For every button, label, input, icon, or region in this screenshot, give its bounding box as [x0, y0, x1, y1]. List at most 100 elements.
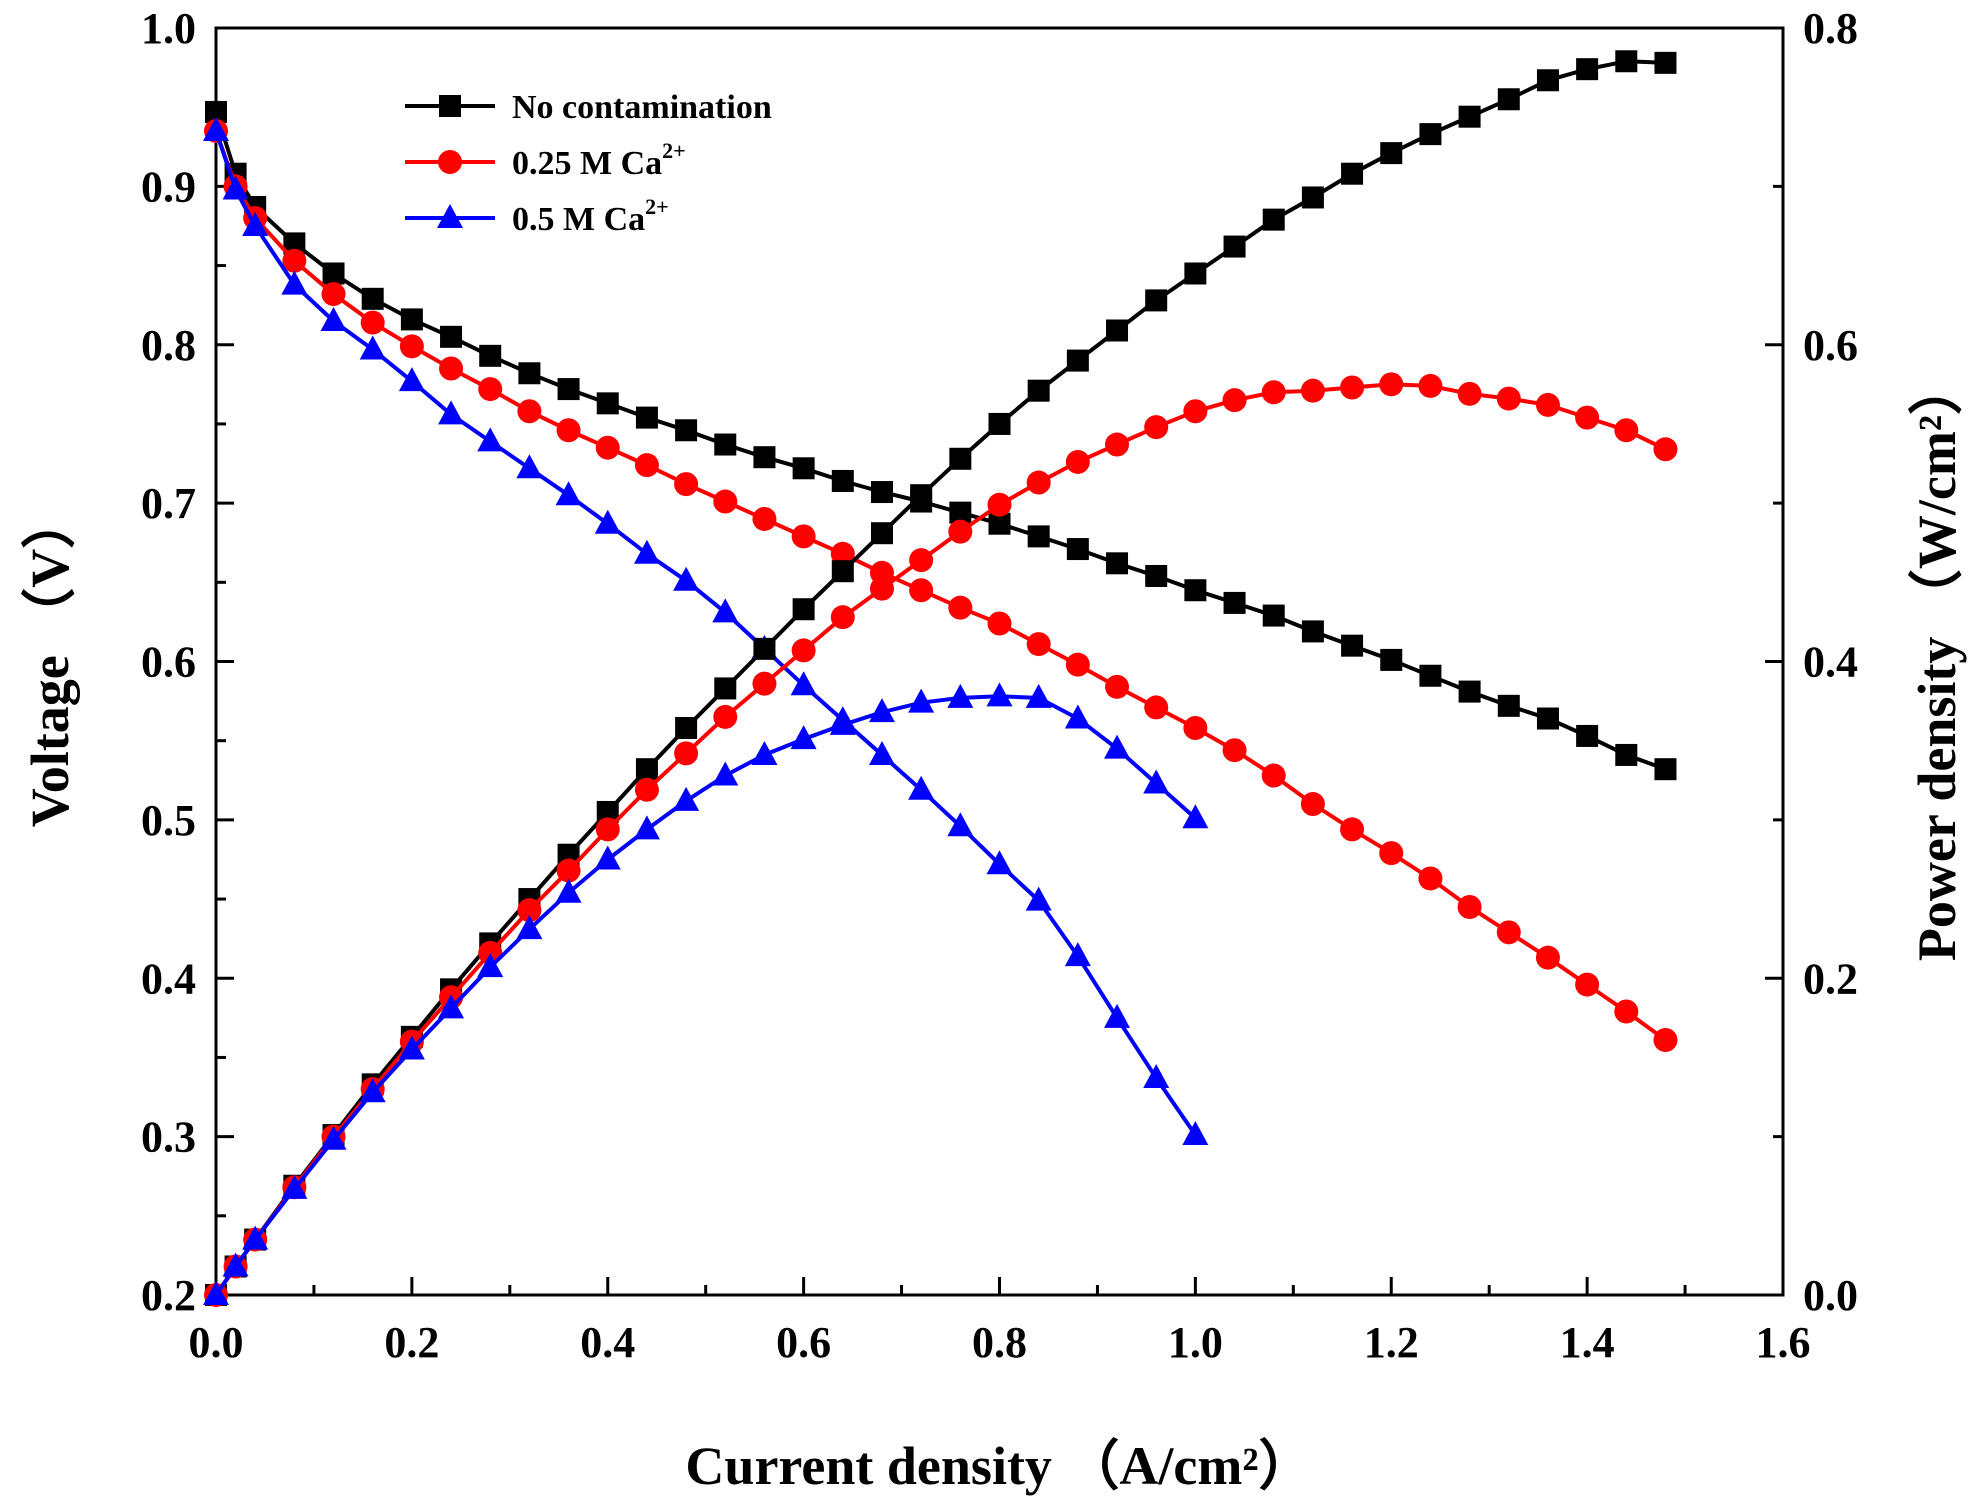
- data-point: [321, 282, 346, 307]
- data-point: [1379, 841, 1404, 866]
- legend-label: 0.5 M Ca2+: [512, 194, 669, 238]
- series-line: [214, 59, 1666, 1297]
- data-point: [674, 741, 699, 766]
- data-point: [1497, 88, 1520, 111]
- y-right-tick-label: 0.4: [1803, 638, 1858, 687]
- y-right-tick-label: 0.6: [1803, 321, 1858, 370]
- data-point: [869, 576, 894, 601]
- data-point: [518, 362, 541, 385]
- data-point: [1614, 418, 1639, 443]
- series-voltage-0-5-m-ca2: [203, 116, 1209, 1146]
- data-point: [359, 335, 386, 360]
- data-point: [713, 489, 738, 514]
- series-voltage-0-25-m-ca2: [204, 118, 1678, 1053]
- data-point: [1106, 552, 1129, 575]
- data-point: [438, 994, 465, 1019]
- y-right-tick-label: 0.8: [1803, 4, 1858, 53]
- data-point: [1184, 579, 1207, 602]
- data-point: [949, 447, 972, 470]
- legend-item: 0.25 M Ca2+: [405, 138, 686, 182]
- x-tick-label: 0.6: [776, 1318, 831, 1367]
- data-point: [1536, 707, 1559, 730]
- data-point: [752, 671, 777, 696]
- data-point: [438, 400, 465, 425]
- data-point: [360, 310, 385, 335]
- data-point: [712, 761, 739, 786]
- data-point: [1615, 743, 1638, 766]
- data-point: [1300, 792, 1325, 817]
- legend-label: No contamination: [512, 89, 772, 126]
- y-axis-left-title: Voltage （V）: [20, 495, 80, 828]
- data-point: [673, 566, 700, 591]
- data-point: [478, 377, 503, 402]
- data-point: [909, 578, 934, 603]
- data-point: [1301, 620, 1324, 643]
- data-point: [1064, 942, 1091, 967]
- data-point: [1183, 716, 1208, 741]
- data-point: [320, 306, 347, 331]
- data-point: [635, 758, 658, 781]
- y-left-tick-label: 0.9: [141, 162, 196, 211]
- data-point: [282, 248, 307, 273]
- data-point: [1066, 538, 1089, 561]
- data-point: [1575, 405, 1600, 430]
- data-point: [1144, 415, 1169, 440]
- data-point: [1341, 634, 1364, 657]
- data-point: [242, 1225, 269, 1250]
- series-power-no-contamination: [205, 50, 1677, 1306]
- data-point: [1143, 1064, 1170, 1089]
- data-point: [1457, 894, 1482, 919]
- data-point: [1458, 105, 1481, 128]
- data-point: [633, 539, 660, 564]
- legend-marker: [439, 95, 461, 117]
- data-point: [1223, 591, 1246, 614]
- data-point: [751, 740, 778, 765]
- x-tick-label: 1.6: [1756, 1318, 1811, 1367]
- data-point: [870, 522, 893, 545]
- data-point: [674, 472, 699, 497]
- data-point: [910, 484, 933, 507]
- data-point: [1262, 604, 1285, 627]
- data-point: [831, 469, 854, 492]
- data-point: [1182, 1121, 1209, 1146]
- data-point: [909, 548, 934, 573]
- data-point: [1223, 235, 1246, 258]
- legend-item: 0.5 M Ca2+: [405, 194, 669, 238]
- data-point: [596, 800, 619, 823]
- data-point: [947, 812, 974, 837]
- data-point: [1143, 769, 1170, 794]
- data-point: [322, 262, 345, 285]
- y-axis-right-title: Power density （W/cm²）: [1907, 361, 1967, 961]
- data-point: [594, 845, 621, 870]
- data-point: [1065, 449, 1090, 474]
- data-point: [1535, 945, 1560, 970]
- data-point: [1341, 162, 1364, 185]
- data-point: [714, 433, 737, 456]
- data-point: [477, 953, 504, 978]
- y-left-tick-label: 1.0: [141, 4, 196, 53]
- data-point: [203, 116, 229, 141]
- data-point: [1144, 695, 1169, 720]
- data-point: [791, 638, 816, 663]
- data-point: [517, 898, 542, 923]
- data-point: [1184, 262, 1207, 285]
- data-point: [555, 481, 582, 506]
- data-point: [830, 605, 855, 630]
- data-point: [1340, 817, 1365, 842]
- data-point: [439, 356, 464, 381]
- data-point: [1496, 386, 1521, 411]
- data-point: [1026, 632, 1051, 657]
- y-left-tick-label: 0.6: [141, 638, 196, 687]
- data-point: [1380, 648, 1403, 671]
- data-point: [517, 399, 542, 424]
- data-point: [1106, 319, 1129, 342]
- data-point: [1300, 378, 1325, 403]
- data-point: [947, 683, 974, 708]
- data-point: [516, 454, 543, 479]
- y-right-tick-label: 0.0: [1803, 1271, 1858, 1320]
- data-point: [400, 308, 423, 331]
- data-point: [986, 682, 1013, 707]
- data-point: [908, 775, 935, 800]
- data-point: [361, 287, 384, 310]
